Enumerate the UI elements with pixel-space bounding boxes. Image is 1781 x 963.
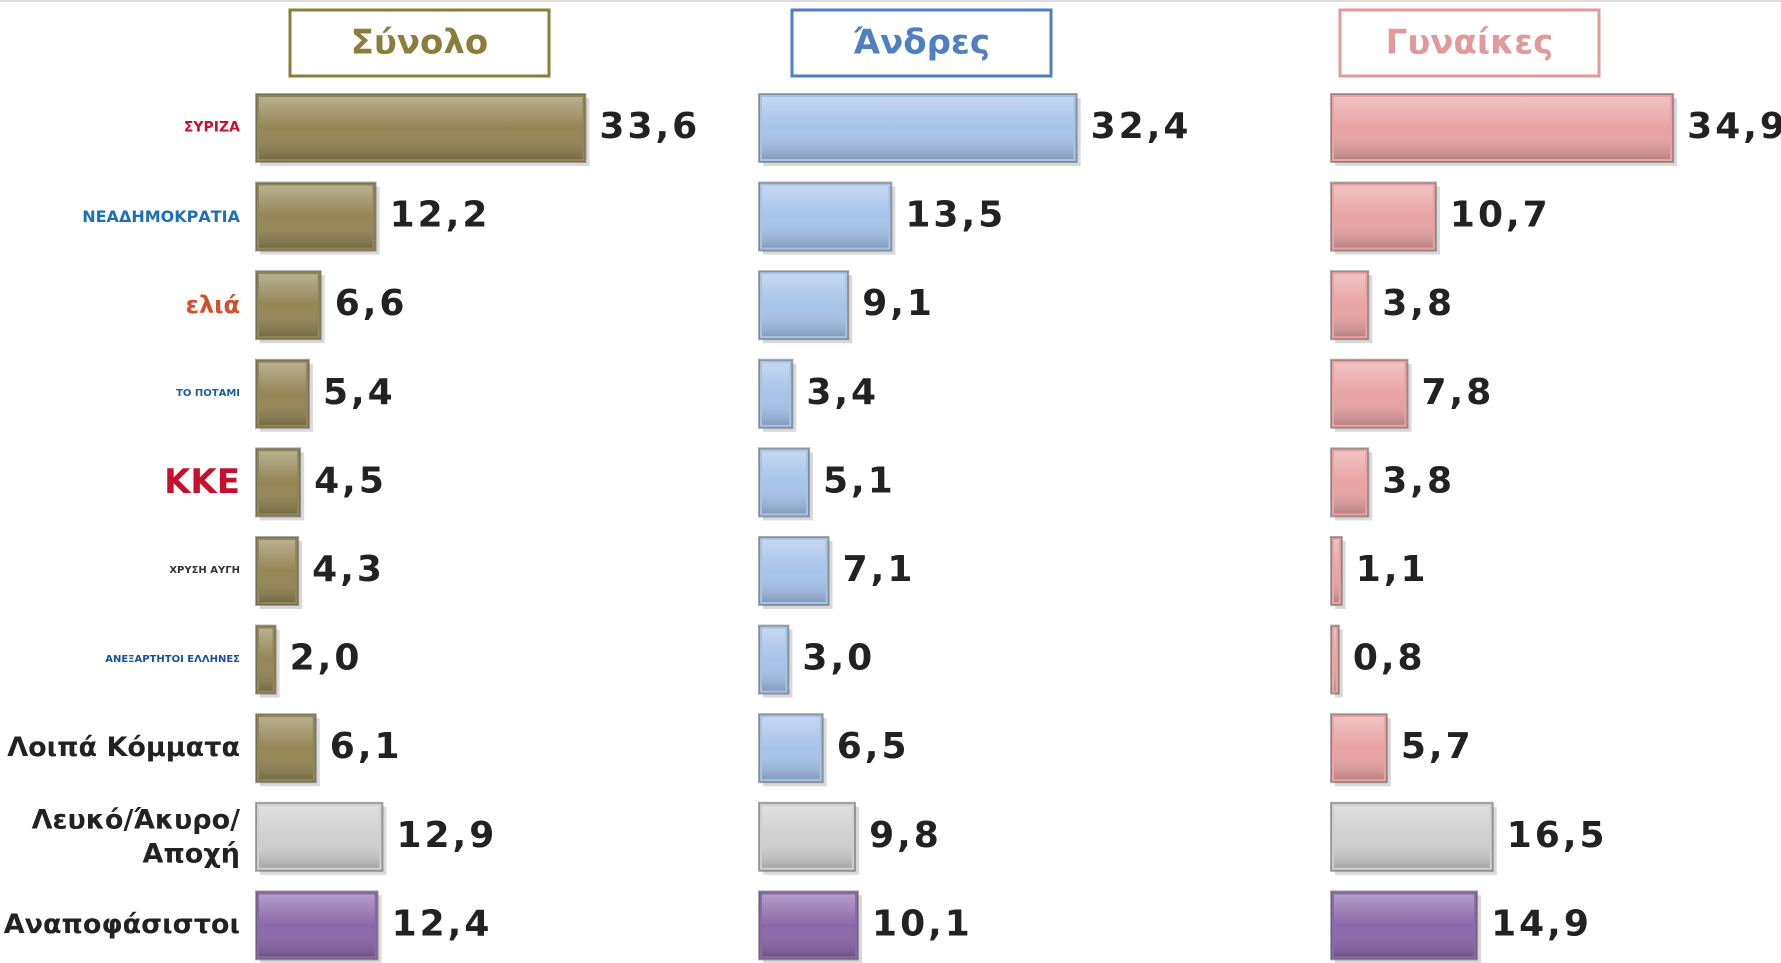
bar-sheen xyxy=(259,185,373,248)
bar-sheen xyxy=(762,274,846,337)
value-label: 16,5 xyxy=(1507,815,1608,856)
panel-title: Άνδρες xyxy=(853,23,990,63)
category-label: Λευκό/Άκυρο/ Αποχή xyxy=(31,804,240,869)
bar-sheen xyxy=(762,628,786,691)
bar-sheen xyxy=(762,805,853,868)
bar-sheen xyxy=(259,628,273,691)
value-label: 14,9 xyxy=(1491,903,1592,944)
category-label: Αναποφάσιστοι xyxy=(3,909,240,941)
value-label: 0,8 xyxy=(1353,638,1426,679)
category-label: Λοιπά Κόμματα xyxy=(7,732,240,764)
category-label: ΤΟ ΠΟΤΑΜΙ xyxy=(176,387,240,399)
value-label: 34,9 xyxy=(1687,106,1781,147)
bar-sheen xyxy=(1334,805,1490,868)
bar-sheen xyxy=(259,717,313,780)
bar-sheen xyxy=(259,274,318,337)
category-label: ΝΕΑΔΗΜΟΚΡΑΤΙΑ xyxy=(82,206,240,226)
bar-sheen xyxy=(1334,628,1336,691)
value-label: 2,0 xyxy=(290,638,363,679)
bar-sheen xyxy=(259,97,583,159)
category-label: ΧΡΥΣΗ ΑΥΓΗ xyxy=(169,564,240,576)
bar-sheen xyxy=(762,97,1074,159)
value-label: 12,2 xyxy=(390,195,491,236)
bar-sheen xyxy=(762,451,806,514)
bar-sheen xyxy=(762,362,790,425)
value-label: 9,8 xyxy=(869,815,942,856)
value-label: 3,4 xyxy=(806,372,879,413)
bar-sheen xyxy=(762,894,856,957)
value-label: 4,5 xyxy=(314,460,387,501)
header-box xyxy=(790,8,1053,78)
header-box xyxy=(1338,8,1601,78)
bar-sheen xyxy=(1334,894,1475,957)
bar-sheen xyxy=(1334,97,1671,159)
bar-sheen xyxy=(1334,185,1433,248)
bar-sheen xyxy=(259,805,380,868)
bar-sheen xyxy=(1334,451,1366,514)
header-box xyxy=(288,8,551,78)
value-label: 6,1 xyxy=(330,726,403,767)
bar-sheen xyxy=(1334,540,1339,602)
value-label: 32,4 xyxy=(1091,106,1192,147)
value-label: 7,1 xyxy=(843,549,916,590)
panel-title: Γυναίκες xyxy=(1386,23,1554,63)
value-label: 1,1 xyxy=(1356,549,1429,590)
value-label: 4,3 xyxy=(312,549,385,590)
bar-sheen xyxy=(259,540,296,602)
bar-sheen xyxy=(259,894,375,957)
bar-sheen xyxy=(762,540,826,602)
value-label: 12,9 xyxy=(396,815,497,856)
value-label: 10,7 xyxy=(1450,195,1551,236)
bar-sheen xyxy=(259,451,298,514)
value-label: 3,8 xyxy=(1382,283,1455,324)
category-label: ΣΥΡΙΖΑ xyxy=(183,119,240,136)
value-label: 5,7 xyxy=(1401,726,1474,767)
category-label: ελιά xyxy=(185,291,240,320)
bar-sheen xyxy=(259,362,306,425)
value-label: 5,1 xyxy=(823,460,896,501)
value-label: 6,6 xyxy=(335,283,408,324)
category-label: ΑΝΕΞΑΡΤΗΤΟΙ ΕΛΛΗΝΕΣ xyxy=(105,653,240,665)
bar-sheen xyxy=(1334,274,1366,337)
bar-sheen xyxy=(762,717,820,780)
bar-sheen xyxy=(1334,717,1384,780)
value-label: 6,5 xyxy=(837,726,910,767)
value-label: 5,4 xyxy=(323,372,396,413)
bar-sheen xyxy=(1334,362,1405,425)
value-label: 13,5 xyxy=(905,195,1006,236)
value-label: 7,8 xyxy=(1421,372,1494,413)
value-label: 3,0 xyxy=(802,638,875,679)
bar-sheen xyxy=(762,185,889,248)
panel-title: Σύνολο xyxy=(351,23,489,63)
value-label: 12,4 xyxy=(392,903,493,944)
value-label: 33,6 xyxy=(599,106,700,147)
value-label: 10,1 xyxy=(872,903,973,944)
category-label: ΚΚΕ xyxy=(164,462,240,503)
value-label: 3,8 xyxy=(1382,460,1455,501)
value-label: 9,1 xyxy=(862,283,935,324)
